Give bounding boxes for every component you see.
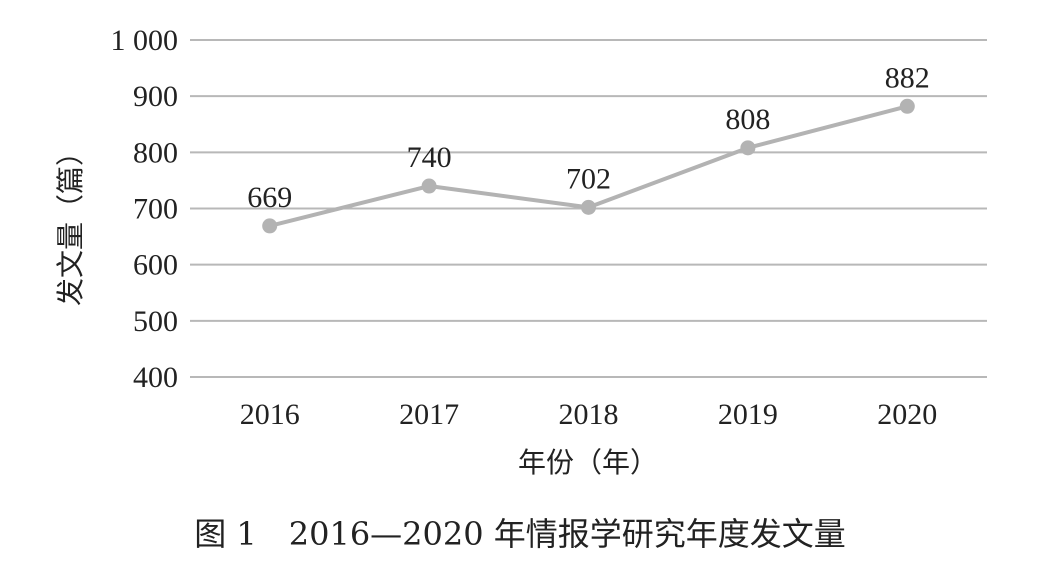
x-tick-label: 2016 — [240, 398, 300, 431]
data-label: 702 — [566, 162, 611, 195]
x-axis-title: 年份（年） — [518, 446, 658, 479]
data-point — [262, 218, 278, 234]
x-tick-label: 2018 — [559, 398, 619, 431]
data-label: 669 — [247, 181, 292, 214]
x-axis-tick-labels: 2016 2017 2018 2019 2020 — [240, 398, 938, 431]
y-tick-label: 800 — [133, 136, 178, 169]
y-tick-label: 400 — [133, 361, 178, 394]
data-label: 808 — [725, 103, 770, 136]
x-tick-label: 2017 — [399, 398, 459, 431]
x-tick-label: 2019 — [718, 398, 778, 431]
data-label: 882 — [885, 61, 930, 94]
gridlines — [190, 39, 987, 378]
y-tick-label: 500 — [133, 305, 178, 338]
data-point — [899, 98, 915, 114]
x-tick-label: 2020 — [877, 398, 937, 431]
y-axis-title: 发文量（篇） — [54, 138, 87, 306]
data-point — [421, 178, 437, 194]
data-series — [262, 98, 915, 234]
data-point — [581, 199, 596, 215]
y-tick-label: 700 — [133, 193, 178, 226]
data-labels: 669 740 702 808 882 — [247, 61, 930, 214]
y-tick-label: 1 000 — [111, 24, 179, 57]
data-label: 740 — [407, 141, 452, 174]
y-axis-tick-labels: 400 500 600 700 800 900 1 000 — [111, 24, 179, 394]
data-point — [740, 140, 756, 156]
y-tick-label: 600 — [133, 249, 178, 282]
figure-caption: 图 1 2016—2020 年情报学研究年度发文量 — [194, 515, 846, 553]
y-tick-label: 900 — [133, 80, 178, 113]
